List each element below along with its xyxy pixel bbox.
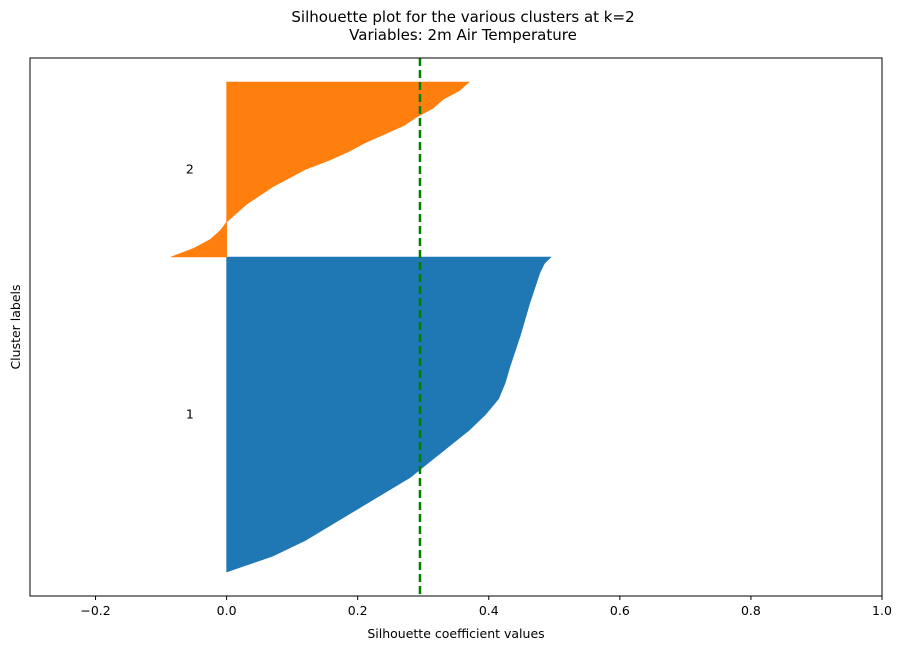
silhouette-band-cluster-1 (226, 256, 552, 573)
x-tick-label: 0.6 (610, 603, 630, 618)
y-axis-label: Cluster labels (8, 284, 23, 369)
x-tick-label: 0.2 (348, 603, 368, 618)
plot-frame (29, 57, 883, 597)
x-tick-label: 1.0 (872, 603, 892, 618)
cluster-label-1: 1 (186, 407, 194, 422)
chart-subtitle: Variables: 2m Air Temperature (349, 26, 577, 44)
plot-area: 12 (170, 58, 552, 596)
x-axis-label: Silhouette coefficient values (367, 626, 544, 641)
x-tick-label: −0.2 (80, 603, 110, 618)
x-tick-label: 0.0 (217, 603, 237, 618)
x-tick-label: 0.8 (741, 603, 761, 618)
silhouette-band-cluster-2 (170, 81, 470, 258)
x-tick-label: 0.4 (479, 603, 499, 618)
chart-title: Silhouette plot for the various clusters… (291, 8, 634, 26)
cluster-label-2: 2 (186, 162, 194, 177)
x-axis-ticks: −0.2 0.0 0.2 0.4 0.6 0.8 1.0 (80, 596, 892, 618)
